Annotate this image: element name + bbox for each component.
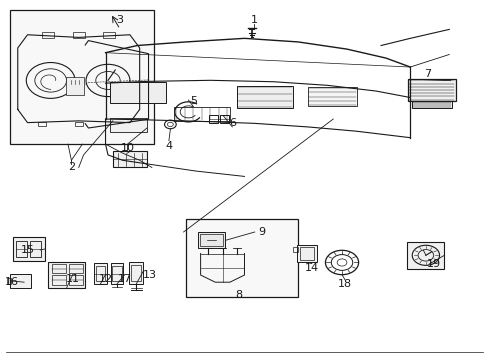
Text: 18: 18 bbox=[337, 279, 351, 289]
Bar bbox=[113, 151, 147, 167]
Bar bbox=[209, 115, 218, 123]
Bar bbox=[307, 87, 356, 107]
Text: 14: 14 bbox=[304, 263, 318, 273]
Bar bbox=[111, 263, 123, 284]
Text: 4: 4 bbox=[165, 141, 172, 151]
Text: 9: 9 bbox=[258, 227, 265, 237]
Text: 1: 1 bbox=[250, 15, 257, 26]
Text: 15: 15 bbox=[21, 245, 35, 255]
Bar bbox=[13, 237, 44, 261]
Bar bbox=[10, 10, 154, 144]
Bar bbox=[112, 266, 122, 281]
Text: 17: 17 bbox=[118, 274, 132, 284]
Bar bbox=[16, 241, 27, 257]
Bar bbox=[110, 82, 166, 103]
Text: 5: 5 bbox=[189, 96, 196, 106]
Bar bbox=[38, 122, 46, 126]
Bar bbox=[407, 79, 455, 101]
Text: 10: 10 bbox=[120, 143, 134, 153]
Text: 2: 2 bbox=[68, 162, 75, 172]
Text: 7: 7 bbox=[423, 69, 430, 79]
Bar bbox=[96, 266, 105, 281]
Bar bbox=[52, 275, 66, 285]
Bar bbox=[110, 118, 147, 132]
Bar bbox=[173, 107, 229, 121]
Text: 11: 11 bbox=[66, 274, 80, 284]
Text: 8: 8 bbox=[235, 290, 242, 300]
Bar bbox=[52, 264, 66, 273]
Bar bbox=[407, 242, 444, 269]
Bar bbox=[198, 232, 224, 248]
Text: 6: 6 bbox=[228, 118, 235, 128]
Text: 19: 19 bbox=[426, 259, 440, 269]
Bar bbox=[30, 241, 41, 257]
Bar bbox=[69, 275, 82, 285]
Bar bbox=[293, 247, 298, 252]
Bar bbox=[237, 86, 293, 108]
Text: 3: 3 bbox=[117, 15, 123, 26]
Bar bbox=[69, 264, 82, 273]
Bar bbox=[103, 32, 115, 38]
Bar bbox=[48, 262, 85, 288]
Bar bbox=[94, 263, 106, 284]
Bar bbox=[129, 262, 143, 284]
Bar bbox=[200, 234, 223, 246]
Bar bbox=[75, 122, 82, 126]
Bar bbox=[185, 220, 298, 297]
Bar bbox=[111, 122, 119, 126]
Bar bbox=[299, 247, 314, 260]
Bar bbox=[6, 278, 11, 284]
Text: 16: 16 bbox=[5, 277, 19, 287]
Text: 12: 12 bbox=[98, 274, 112, 284]
Bar bbox=[411, 101, 451, 108]
Text: 13: 13 bbox=[142, 270, 156, 280]
Bar bbox=[220, 115, 228, 123]
Bar bbox=[10, 274, 31, 288]
Bar bbox=[131, 265, 141, 281]
Bar bbox=[73, 32, 84, 38]
Bar bbox=[66, 77, 83, 95]
Bar bbox=[297, 244, 316, 262]
Bar bbox=[42, 32, 54, 38]
